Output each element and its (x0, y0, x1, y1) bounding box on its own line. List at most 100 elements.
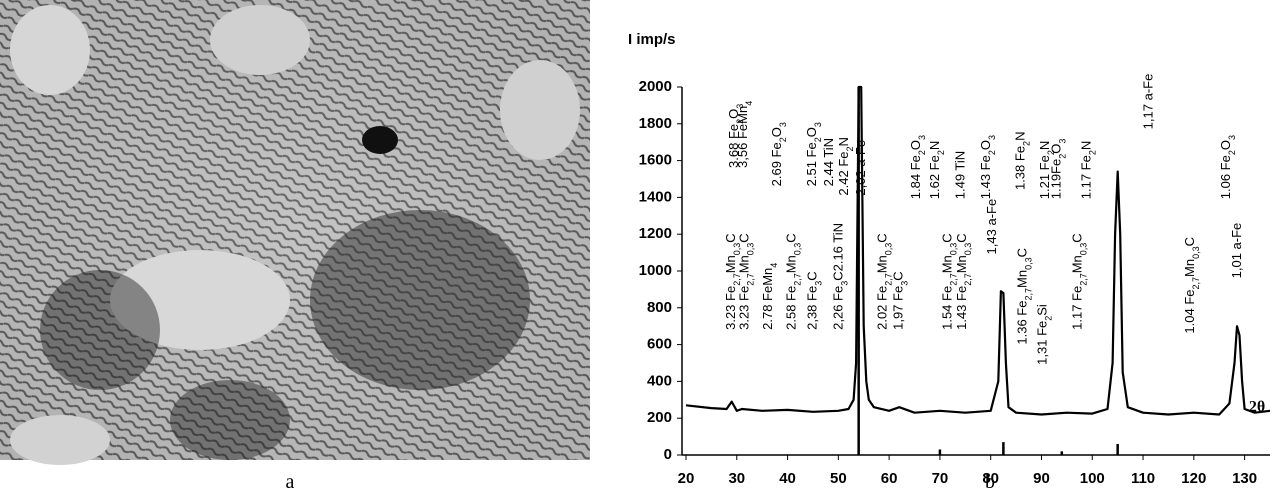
x-tick-label: 120 (1181, 470, 1206, 487)
annotation-part: 2,7 (1024, 288, 1034, 301)
panel-label: a (286, 471, 295, 493)
y-tick-label: 1600 (639, 152, 672, 169)
phase-annotation: 2.69 Fe2O3 (769, 122, 788, 186)
annotation-part: 2 (735, 119, 745, 124)
annotation-part: 1.17 Fe (1079, 155, 1094, 199)
annotation-part: Mn (1015, 270, 1030, 288)
annotation-part: Mn (940, 255, 955, 273)
phase-annotation: 1.36 Fe2,7Mn0,3C (1015, 248, 1034, 345)
y-tick-label: 400 (647, 372, 672, 389)
micrograph (0, 0, 590, 465)
annotation-part: 2 (845, 146, 855, 151)
annotation-part: 2,7 (884, 273, 894, 286)
annotation-part: C (804, 271, 819, 280)
annotation-part: 1,31 Fe (1034, 321, 1049, 365)
annotation-part: C (736, 233, 751, 242)
annotation-part: 2 (1043, 316, 1053, 321)
annotation-part: C (1182, 237, 1197, 246)
phase-annotation: 3,56 FeMn4 (735, 101, 754, 168)
phase-annotation: 1.17 Fe2N (1079, 141, 1098, 200)
x-tick-label: 50 (830, 470, 847, 487)
annotation-part: 1.17 Fe (1070, 286, 1085, 330)
annotation-part: 2,26 Fe (830, 286, 845, 330)
annotation-part: 1.21 Fe (1037, 155, 1052, 199)
annotation-part: 4 (744, 101, 754, 106)
annotation-part: 3 (839, 281, 849, 286)
phase-annotation: 1.06 Fe2O3 (1218, 135, 1237, 199)
annotation-part: O (978, 140, 993, 150)
annotation-part: 1.54 Fe (940, 286, 955, 330)
annotation-part: 2,7 (963, 273, 973, 286)
phase-annotation: 1.17 Fe2,7Mn0,3C (1070, 233, 1089, 330)
phase-annotation: 1.04 Fe2,7Mn0,3C (1182, 237, 1201, 334)
phase-annotation: 2.51 Fe2O3 (804, 122, 823, 186)
annotation-part: 2 (1088, 150, 1098, 155)
phase-annotation: 1.54 Fe2,7Mn0,3C (940, 233, 959, 330)
x-tick-label: 110 (1131, 470, 1155, 487)
annotation-part: 3.23 Fe (736, 286, 751, 330)
phase-annotation: 1,01 a-Fe (1229, 223, 1244, 279)
phase-annotation: 1.43 Fe2,7Mn0,3C (954, 233, 973, 330)
phase-annotation: 3.23 Fe2,7Mn0,3C (736, 233, 755, 330)
annotation-part: 0,3 (732, 243, 742, 256)
annotation-part: C (1015, 248, 1030, 257)
annotation-part: C (784, 233, 799, 242)
phase-annotation: 1,97 Fe3C (890, 271, 909, 330)
phase-annotation: 2.42 Fe2N (836, 137, 855, 196)
phase-annotation: 3.23 Fe2,7Mn0,3C (723, 233, 742, 330)
annotation-part: 1,43 a-Fe (984, 199, 999, 255)
y-tick-label: 1400 (639, 188, 672, 205)
annotation-part: N (1037, 141, 1052, 150)
annotation-part: 2 (936, 150, 946, 155)
annotation-part: O (1218, 140, 1233, 150)
annotation-part: Mn (1070, 255, 1085, 273)
y-tick-label: 1200 (639, 225, 672, 242)
annotation-part: O (804, 127, 819, 137)
x-tick-label: 80 (982, 470, 999, 487)
annotation-part: 2.02 Fe (875, 286, 890, 330)
annotation-part: 2.58 Fe (784, 286, 799, 330)
annotation-part: C (1070, 233, 1085, 242)
phase-annotation: 1,31 Fe2Si (1034, 304, 1053, 365)
annotation-part: C (890, 271, 905, 280)
annotation-part: 1.36 Fe (1015, 301, 1030, 345)
annotation-part: 2 (813, 137, 823, 142)
annotation-part: 1.04 Fe (1182, 289, 1197, 333)
annotation-part: Si (1034, 304, 1049, 316)
annotation-part: 2 (1046, 150, 1056, 155)
panel-label: b (985, 471, 995, 493)
phase-annotation: 1.49 TiN (953, 151, 968, 199)
annotation-part: 1.06 Fe (1218, 155, 1233, 199)
annotation-part: O (769, 127, 784, 137)
annotation-part: 0,3 (1191, 246, 1201, 259)
annotation-part: 2.42 Fe (836, 151, 851, 195)
phase-annotation: 3.68 Fe2O3 (726, 104, 745, 168)
annotation-part: 2.51 Fe (804, 142, 819, 186)
phase-annotation: 1.19Fe2O3 (1049, 139, 1068, 200)
annotation-part: 3 (899, 281, 909, 286)
x-tick-label: 70 (932, 470, 949, 487)
annotation-part: 2,7 (732, 273, 742, 286)
annotation-part: 1.38 Fe (1013, 146, 1028, 190)
annotation-part: 1,01 a-Fe (1229, 223, 1244, 279)
y-tick-label: 0 (664, 446, 672, 463)
annotation-part: 2 (1058, 154, 1068, 159)
annotation-part: C (875, 233, 890, 242)
annotation-part: 2,7 (745, 273, 755, 286)
y-axis-label: I imp/s (628, 31, 676, 48)
annotation-part: 0,3 (793, 243, 803, 256)
annotation-part: 1.19Fe (1049, 159, 1064, 199)
annotation-part: 1.62 Fe (927, 155, 942, 199)
phase-annotation: 2,26 Fe3C2.16 TiN (830, 223, 849, 330)
annotation-part: Mn (954, 255, 969, 273)
annotation-part: 3 (917, 135, 927, 140)
annotation-part: O (908, 140, 923, 150)
phase-annotation: 1.43 Fe2O3 (978, 135, 997, 199)
diffraction-line (685, 85, 1271, 416)
annotation-part: 3 (1227, 135, 1237, 140)
annotation-part: N (1079, 141, 1094, 150)
y-tick-label: 2000 (639, 78, 672, 95)
annotation-part: N (836, 137, 851, 146)
annotation-part: 0,3 (949, 243, 959, 256)
annotation-part: 3.23 Fe (723, 286, 738, 330)
